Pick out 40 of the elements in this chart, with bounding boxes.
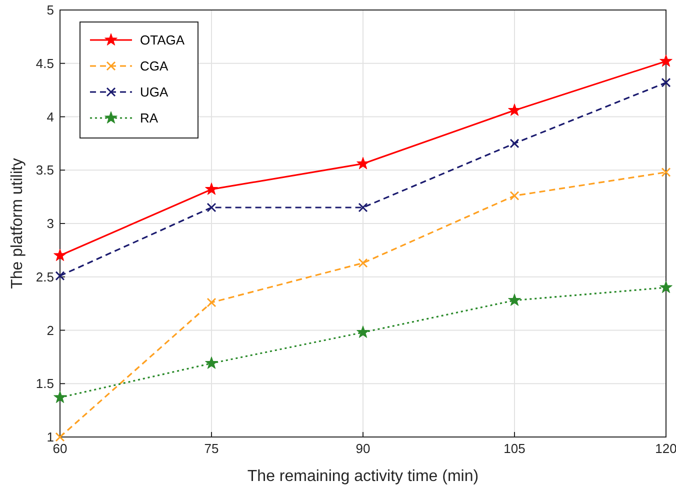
point bbox=[661, 78, 671, 88]
y-tick-label: 5 bbox=[46, 2, 54, 18]
y-tick-label: 4 bbox=[46, 109, 54, 124]
point bbox=[206, 202, 216, 212]
y-tick-label: 2 bbox=[46, 322, 54, 338]
point bbox=[206, 298, 216, 308]
y-tick-label: 4.5 bbox=[36, 56, 54, 71]
point bbox=[661, 168, 671, 178]
legend-label: OTAGA bbox=[140, 32, 185, 48]
point bbox=[205, 182, 218, 195]
legend-label: RA bbox=[140, 110, 158, 126]
x-tick-label: 75 bbox=[204, 441, 219, 456]
y-tick-label: 3.5 bbox=[36, 162, 54, 178]
y-tick-label: 1 bbox=[46, 430, 54, 444]
point bbox=[660, 54, 672, 67]
y-axis-title: The platform utility bbox=[9, 158, 26, 289]
point bbox=[510, 138, 520, 148]
legend-label: UGA bbox=[140, 84, 168, 100]
point bbox=[54, 248, 66, 262]
x-tick-label: 60 bbox=[52, 441, 68, 456]
point bbox=[358, 258, 368, 268]
x-axis-title: The remaining activity time (min) bbox=[247, 468, 479, 485]
point bbox=[508, 104, 521, 116]
legend-label: CGA bbox=[140, 58, 168, 74]
point bbox=[356, 156, 370, 170]
x-tick-label: 90 bbox=[356, 441, 370, 456]
point bbox=[508, 294, 521, 306]
point bbox=[55, 432, 65, 442]
point bbox=[358, 202, 368, 212]
point bbox=[205, 356, 218, 369]
point bbox=[55, 271, 65, 281]
x-tick-label: 120 bbox=[655, 441, 676, 456]
point bbox=[54, 390, 66, 404]
y-tick-label: 2.5 bbox=[36, 269, 54, 284]
point bbox=[510, 190, 520, 200]
point bbox=[660, 280, 672, 294]
x-tick-label: 105 bbox=[504, 441, 526, 456]
point bbox=[356, 326, 370, 338]
y-tick-label: 3 bbox=[46, 216, 54, 231]
y-tick-label: 1.5 bbox=[36, 376, 54, 392]
